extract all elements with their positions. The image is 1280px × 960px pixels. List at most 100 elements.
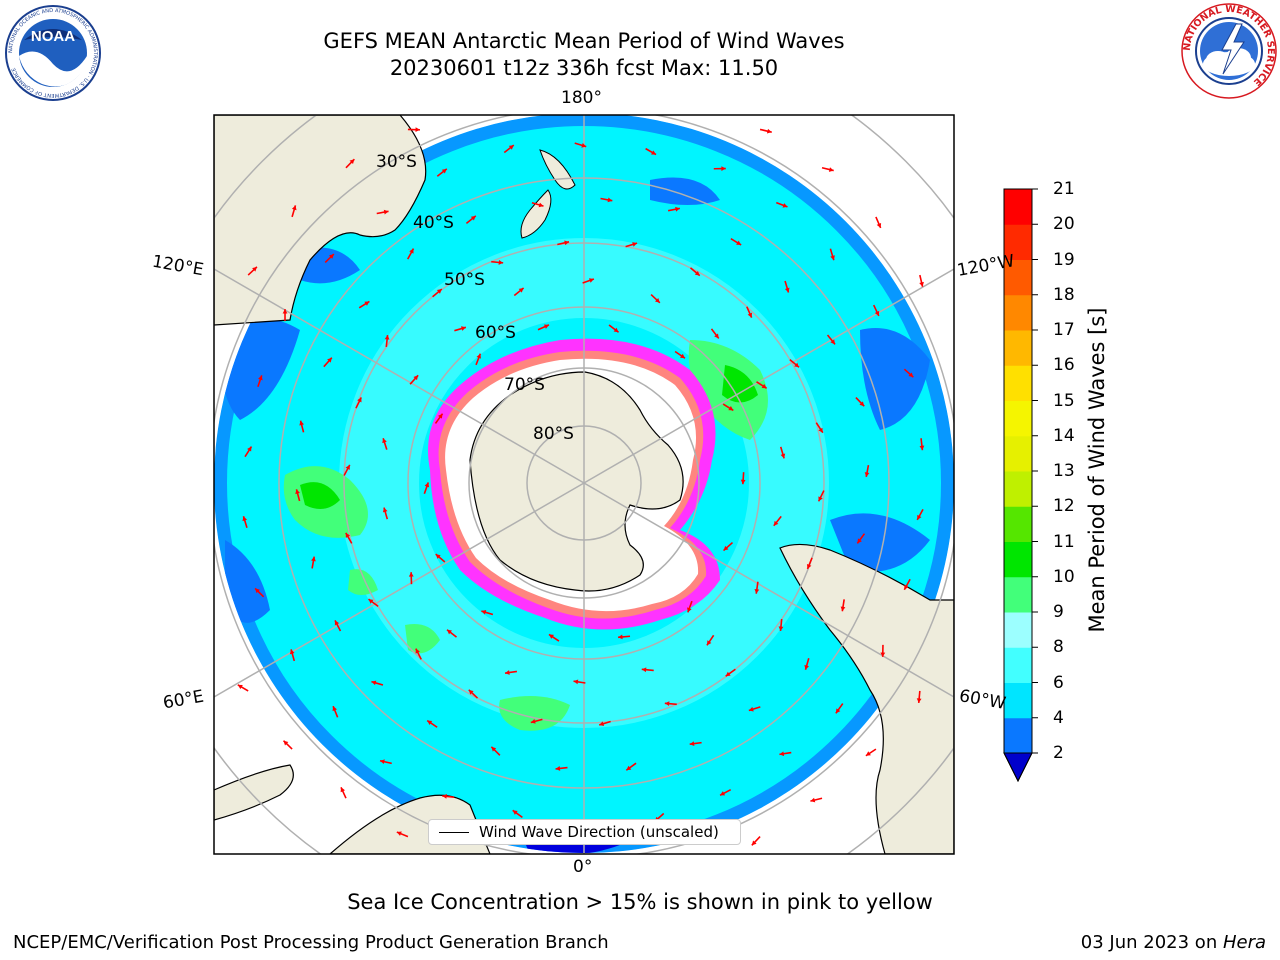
wind-wave-arrowhead [782, 203, 788, 208]
wind-wave-arrowhead [835, 708, 841, 714]
wind-wave-arrowhead [295, 489, 300, 495]
colorbar-segment [1004, 576, 1032, 613]
legend-text: Wind Wave Direction (unscaled) [479, 823, 719, 841]
wind-wave-arrowhead [859, 401, 865, 407]
wind-wave-arrowhead [345, 532, 351, 538]
wind-wave-arrowhead [613, 327, 619, 333]
wind-wave-arrowhead [334, 620, 340, 626]
wind-wave-arrowhead [564, 240, 570, 246]
wind-wave-arrowhead [810, 797, 816, 803]
wind-wave-arrowhead [874, 310, 880, 316]
wind-wave-arrowhead [706, 640, 712, 646]
colorbar-tick-label: 10 [1053, 566, 1075, 587]
wind-wave-arrowhead [382, 438, 387, 444]
wind-wave-arrowhead [740, 479, 746, 485]
wind-wave-arrowhead [327, 357, 332, 363]
wind-wave-arrowhead [908, 372, 914, 378]
wind-wave-arrowhead [518, 287, 524, 293]
wind-wave-arrowhead [748, 706, 754, 712]
wind-wave-arrowhead [498, 260, 504, 265]
green-patch [300, 482, 340, 509]
colorbar-tick-label: 15 [1053, 390, 1075, 411]
sea-ice-caption: Sea Ice Concentration > 15% is shown in … [347, 890, 933, 914]
wind-wave-arrowhead [299, 420, 304, 426]
colorbar-segment [1004, 506, 1032, 542]
wind-wave-arrowhead [641, 667, 647, 673]
wind-wave-arrowhead [282, 309, 288, 314]
wind-wave-arrowhead [581, 143, 587, 148]
wind-wave-arrowhead [505, 670, 510, 675]
wind-wave-arrowhead [408, 572, 414, 577]
australia [214, 115, 427, 326]
colorbar-tick-label: 20 [1053, 214, 1075, 235]
wind-wave-arrowhead [754, 588, 760, 594]
wind-wave-arrowhead [818, 496, 823, 502]
wind-wave-arrowhead [880, 652, 886, 657]
madagascar [214, 764, 294, 821]
wind-wave-arrowhead [252, 266, 257, 272]
colorbar-outline [1003, 188, 1033, 783]
south-america [779, 543, 954, 854]
wind-wave-arrowhead [468, 689, 474, 695]
wind-wave-arrowhead [349, 159, 355, 165]
colorbar-segment [1004, 330, 1032, 366]
wind-wave-arrowhead [654, 298, 660, 303]
wind-wave-arrowhead [599, 721, 605, 727]
wind-wave-arrowhead [371, 680, 377, 686]
colorbar-tick-label: 18 [1053, 284, 1075, 305]
wind-wave-arrowhead [818, 427, 823, 433]
wind-wave-arrowhead [794, 362, 800, 368]
wind-wave-arrowhead [357, 397, 362, 403]
wind-wave-arrowhead [242, 516, 248, 522]
colorbar-segment [1004, 471, 1032, 507]
wind-wave-arrowhead [714, 333, 719, 339]
wind-wave-arrowhead [460, 326, 466, 331]
nws-logo: NATIONAL WEATHER SERVICE [1181, 3, 1277, 99]
wind-wave-arrowhead [747, 312, 753, 318]
wind-wave-arrowhead [311, 556, 316, 562]
wind-wave-arrowhead [332, 706, 337, 712]
colorbar-segment [1004, 259, 1032, 296]
wind-wave-arrowhead [543, 324, 549, 329]
wind-wave-arrowhead [508, 145, 514, 150]
wind-wave-arrowhead [916, 698, 922, 703]
map-legend: Wind Wave Direction (unscaled) [428, 819, 741, 845]
noaa-logo-text: NOAA [31, 28, 75, 45]
wind-wave-arrowhead [538, 202, 544, 208]
wind-wave-arrowhead [919, 445, 925, 451]
wind-wave-arrowhead [720, 791, 726, 796]
colorbar-tick-label: 2 [1053, 743, 1064, 763]
lon-label-180: 180° [561, 88, 602, 108]
noaa-logo: NOAA NATIONAL OCEANIC AND ATMOSPHERIC AD… [5, 5, 101, 101]
wind-wave-arrowhead [413, 375, 419, 381]
colorbar-segment [1004, 400, 1032, 437]
colorbar-segment [1004, 294, 1032, 331]
colorbar-segment [1004, 189, 1032, 225]
wind-wave-arrowhead [470, 215, 476, 221]
wind-wave-arrowhead [384, 335, 390, 340]
blue-patch [225, 540, 270, 623]
wind-wave-arrowhead [830, 339, 836, 345]
wind-wave-arrowhead [329, 254, 334, 259]
lat-label-50s: 50°S [444, 270, 485, 290]
colorbar-segment [1004, 682, 1032, 719]
wind-wave-arrowhead [919, 281, 924, 287]
wind-wave-arrowhead [409, 248, 414, 254]
colorbar-tick-label: 21 [1053, 179, 1075, 199]
wind-wave-arrowhead [424, 482, 430, 488]
colorbar-tick-label: 13 [1053, 461, 1075, 481]
green-patch [499, 696, 570, 731]
wind-wave-arrowhead [435, 554, 441, 559]
wind-wave-arrowhead [289, 649, 295, 655]
footer-right: 03 Jun 2023 on Hera [1081, 932, 1266, 953]
lat-label-30s: 30°S [376, 152, 417, 172]
wind-wave-arrowhead [436, 289, 442, 294]
colorbar-tick-label: 14 [1053, 425, 1075, 446]
colorbar-segment [1004, 717, 1032, 754]
wind-wave-arrowhead [291, 205, 297, 211]
footer-host: Hera [1222, 932, 1266, 953]
wind-wave-arrowhead [491, 746, 497, 752]
green-patch [405, 624, 440, 654]
wind-wave-arrowhead [415, 648, 420, 654]
